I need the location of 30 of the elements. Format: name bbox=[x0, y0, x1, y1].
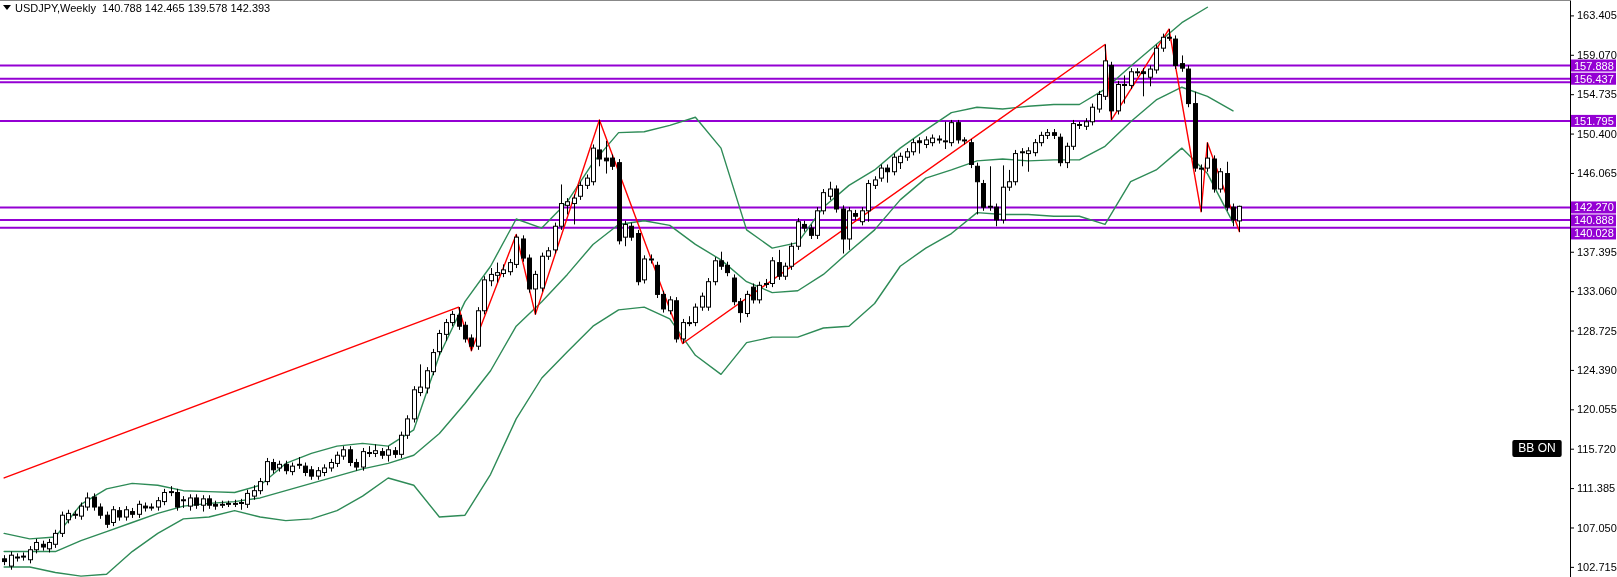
y-tick-label: 115.720 bbox=[1577, 442, 1616, 455]
candlestick bbox=[981, 179, 986, 212]
y-tick-label: 146.065 bbox=[1577, 166, 1617, 179]
ref-line-label: 140.028 bbox=[1574, 227, 1614, 240]
y-tick-label: 128.725 bbox=[1577, 324, 1617, 337]
candlestick bbox=[437, 329, 442, 356]
y-tick-label: 159.070 bbox=[1577, 48, 1617, 61]
candlestick bbox=[572, 193, 577, 225]
y-tick-label: 120.055 bbox=[1577, 403, 1617, 416]
ref-line-label: 142.270 bbox=[1574, 201, 1614, 214]
candlestick bbox=[969, 138, 974, 169]
annotation: BB ON bbox=[1518, 441, 1556, 455]
candlestick bbox=[578, 181, 583, 201]
ref-line-label: 151.795 bbox=[1574, 114, 1614, 127]
y-tick-label: 111.385 bbox=[1577, 482, 1616, 495]
ref-line-label: 156.437 bbox=[1574, 72, 1614, 85]
candlestick bbox=[975, 162, 980, 215]
line-series bbox=[3, 147, 1234, 577]
y-tick-label: 150.400 bbox=[1577, 127, 1617, 140]
y-tick-label: 124.390 bbox=[1577, 363, 1617, 376]
line-series bbox=[3, 28, 1241, 479]
ref-line-label: 140.888 bbox=[1574, 214, 1614, 227]
y-tick-label: 163.405 bbox=[1577, 9, 1617, 22]
y-tick-label: 102.715 bbox=[1577, 560, 1617, 573]
y-tick-label: 154.735 bbox=[1577, 88, 1617, 101]
chart-title: USDJPY,Weekly 140.788 142.465 139.578 142.393 bbox=[15, 2, 271, 14]
y-tick-label: 133.060 bbox=[1577, 285, 1617, 298]
y-tick-label: 137.395 bbox=[1577, 245, 1617, 258]
y-tick-label: 107.050 bbox=[1577, 521, 1617, 534]
ref-line-label: 157.888 bbox=[1574, 59, 1614, 72]
